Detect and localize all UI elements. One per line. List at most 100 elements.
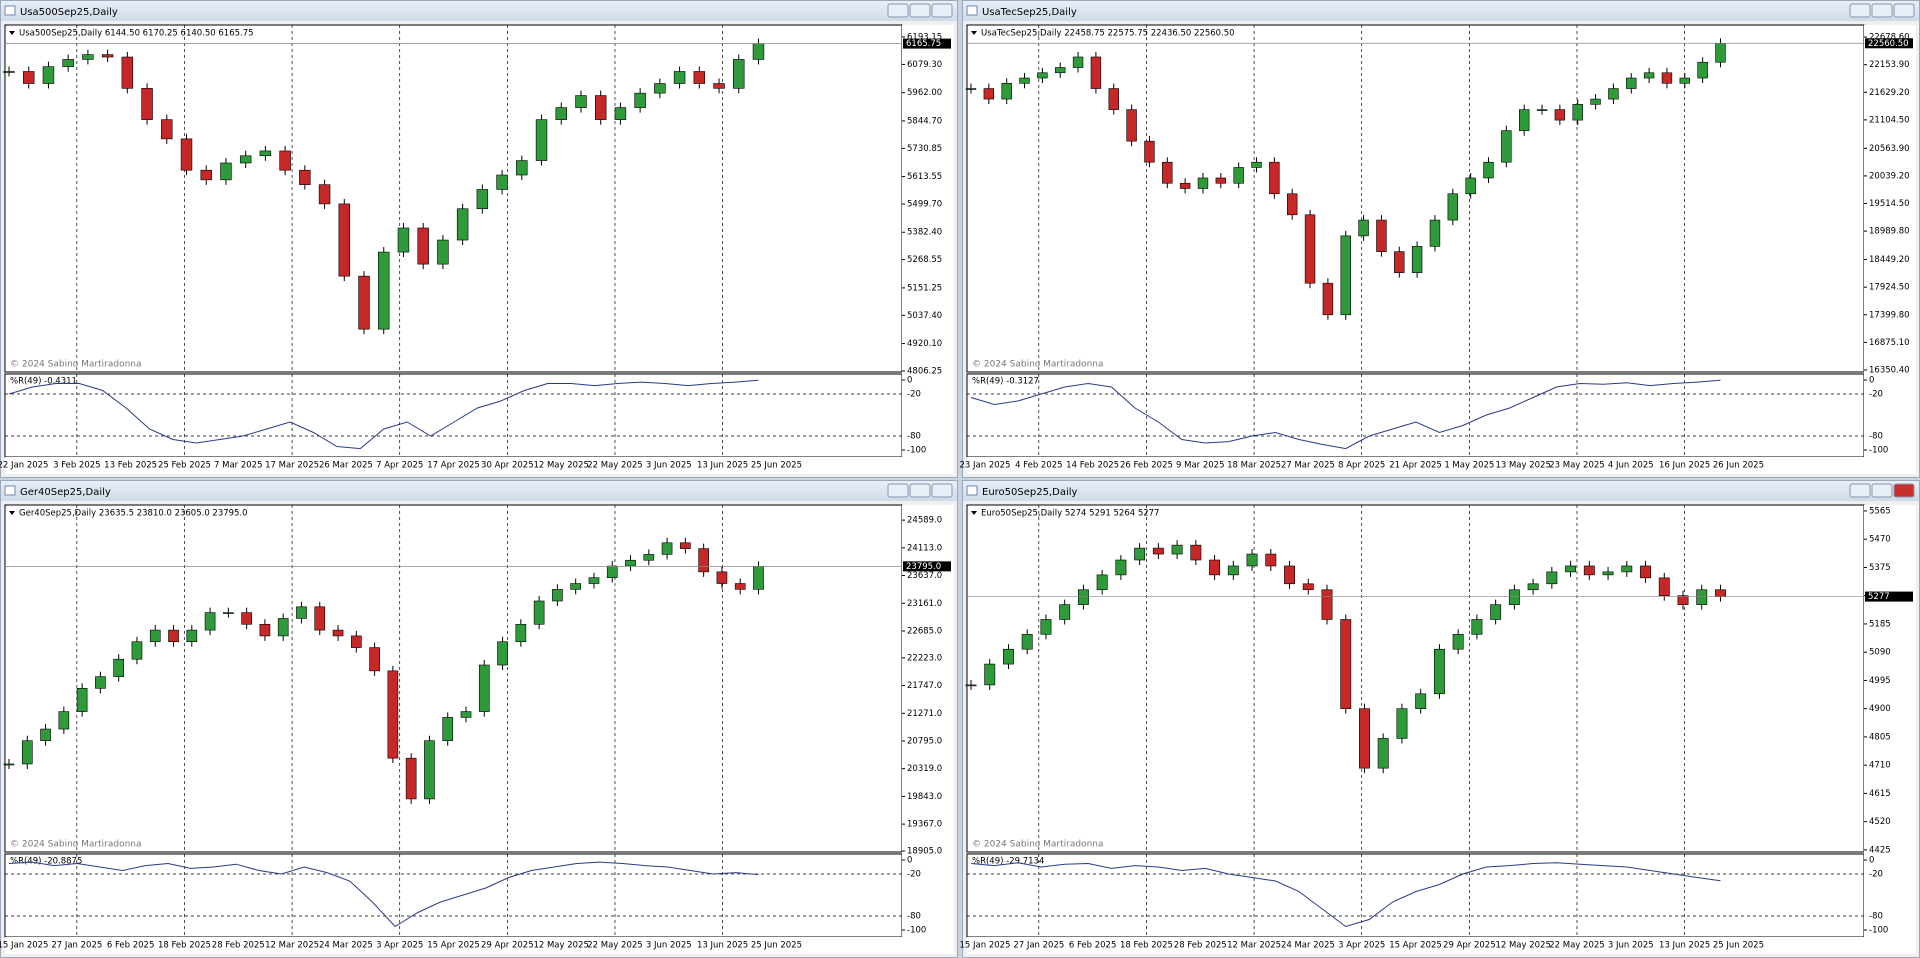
candle	[753, 566, 764, 590]
y-tick-label: 23161.0	[907, 599, 942, 609]
candle	[698, 548, 709, 573]
date-label: 14 Feb 2025	[1066, 461, 1119, 471]
candle	[332, 629, 344, 637]
main-plot	[966, 504, 1865, 853]
candle	[1377, 738, 1389, 769]
indicator-plot	[4, 373, 903, 458]
candle	[204, 612, 216, 631]
candle	[1590, 98, 1601, 105]
date-label: 6 Feb 2025	[107, 941, 155, 951]
candle	[21, 740, 33, 765]
date-label: 25 Jun 2025	[751, 941, 802, 951]
candle	[338, 203, 351, 277]
candle	[223, 612, 234, 614]
price-axis	[902, 25, 954, 457]
candle	[186, 629, 198, 643]
date-label: 27 Mar 2025	[1281, 461, 1335, 471]
date-label: 3 Jun 2025	[1608, 941, 1654, 951]
close-button[interactable]	[1893, 483, 1915, 498]
candle	[318, 184, 331, 205]
candle	[752, 43, 765, 60]
maximize-button[interactable]	[909, 483, 931, 498]
candle	[350, 635, 362, 648]
current-price-label: 6165.75	[906, 39, 941, 49]
chart-window: Euro50Sep25,Daily 15 Jan 2025 27 Jan 2025 6…	[960, 480, 1920, 958]
candle	[387, 670, 399, 759]
minimize-button[interactable]	[887, 483, 909, 498]
y-tick-label: 4710	[1869, 761, 1891, 771]
candle	[1321, 589, 1333, 620]
window-title: Ger40Sep25,Daily	[20, 487, 111, 498]
candle	[1359, 708, 1370, 769]
date-label: 7 Mar 2025	[214, 461, 262, 471]
minimize-button[interactable]	[1849, 483, 1871, 498]
candle	[1433, 648, 1445, 695]
date-label: 4 Jun 2025	[1608, 461, 1654, 471]
date-label: 12 May 2025	[533, 941, 588, 951]
date-label: 3 Apr 2025	[376, 941, 423, 951]
close-button[interactable]	[931, 483, 953, 498]
candle	[1658, 577, 1670, 596]
close-button[interactable]	[931, 3, 953, 18]
date-label: 24 Mar 2025	[1281, 941, 1335, 951]
minimize-button[interactable]	[887, 3, 909, 18]
candle	[1483, 161, 1494, 179]
y-tick-label: 5090	[1869, 648, 1891, 658]
candle	[168, 629, 179, 643]
y-tick-label: 17924.50	[1869, 283, 1910, 293]
maximize-button[interactable]	[1871, 483, 1893, 498]
y-tick-label: 18905.0	[907, 847, 942, 857]
candle	[734, 583, 746, 590]
chart-window: Ger40Sep25,Daily 15 Jan 2025 27 Jan 2025 6 …	[0, 480, 958, 958]
candle	[1115, 559, 1127, 576]
y-tick-label: 5565	[1869, 506, 1891, 516]
y-tick-label: 22153.90	[1869, 60, 1910, 70]
date-label: 27 Jan 2025	[1013, 941, 1064, 951]
minimize-button[interactable]	[1849, 3, 1871, 18]
candle	[1269, 161, 1280, 195]
indicator-tick-label: -20	[907, 390, 921, 400]
y-tick-label: 4920.10	[907, 339, 942, 349]
candle	[1108, 88, 1119, 110]
candle	[1661, 72, 1673, 84]
date-label: 25 Feb 2025	[158, 461, 211, 471]
candle	[1621, 565, 1633, 573]
maximize-button[interactable]	[1871, 3, 1893, 18]
candle	[1021, 634, 1033, 650]
candle	[1608, 88, 1619, 100]
date-label: 3 Apr 2025	[1338, 941, 1385, 951]
candle	[1233, 167, 1244, 184]
copyright: © 2024 Sabino Martiradonna	[10, 840, 142, 850]
menu-arrow	[971, 31, 977, 35]
candle	[62, 59, 74, 67]
maximize-button[interactable]	[909, 3, 931, 18]
y-tick-label: 20563.90	[1869, 144, 1910, 154]
indicator-tick-label: -100	[1869, 926, 1888, 936]
candle	[1077, 589, 1089, 605]
price-axis	[1864, 25, 1916, 457]
candle	[594, 95, 607, 120]
indicator-tick-label: -80	[907, 432, 921, 442]
indicator-tick-label: -20	[1869, 870, 1883, 880]
candle	[497, 641, 508, 666]
candle	[1209, 559, 1221, 576]
candle	[1055, 67, 1066, 74]
y-tick-label: 5268.55	[907, 255, 942, 265]
date-label: 29 Apr 2025	[481, 941, 534, 951]
y-tick-label: 20795.0	[907, 736, 942, 746]
main-plot	[4, 504, 903, 853]
date-label: 9 Mar 2025	[1176, 461, 1224, 471]
candle	[1126, 109, 1137, 142]
y-tick-label: 5844.70	[907, 116, 942, 126]
y-tick-label: 19367.0	[907, 820, 942, 830]
close-button[interactable]	[1893, 3, 1915, 18]
candle	[555, 107, 567, 120]
candle	[1171, 544, 1183, 555]
candle	[1565, 565, 1577, 573]
y-tick-label: 19514.50	[1869, 199, 1910, 209]
candle	[1227, 565, 1239, 576]
candle	[1554, 109, 1566, 121]
candle	[654, 83, 666, 94]
y-tick-label: 5151.25	[907, 283, 942, 293]
